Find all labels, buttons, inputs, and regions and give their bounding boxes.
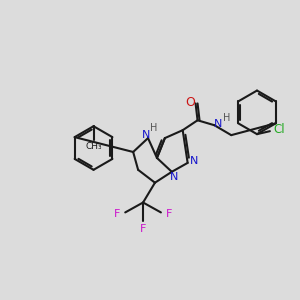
Text: F: F — [166, 209, 172, 219]
Text: H: H — [223, 113, 230, 123]
Text: Cl: Cl — [273, 123, 285, 136]
Text: H: H — [150, 123, 158, 133]
Text: F: F — [114, 209, 121, 219]
Text: N: N — [142, 130, 150, 140]
Text: F: F — [140, 224, 146, 234]
Text: N: N — [214, 119, 223, 129]
Text: CH₃: CH₃ — [85, 142, 102, 151]
Text: O: O — [186, 96, 196, 109]
Text: N: N — [189, 156, 198, 166]
Text: N: N — [169, 172, 178, 182]
